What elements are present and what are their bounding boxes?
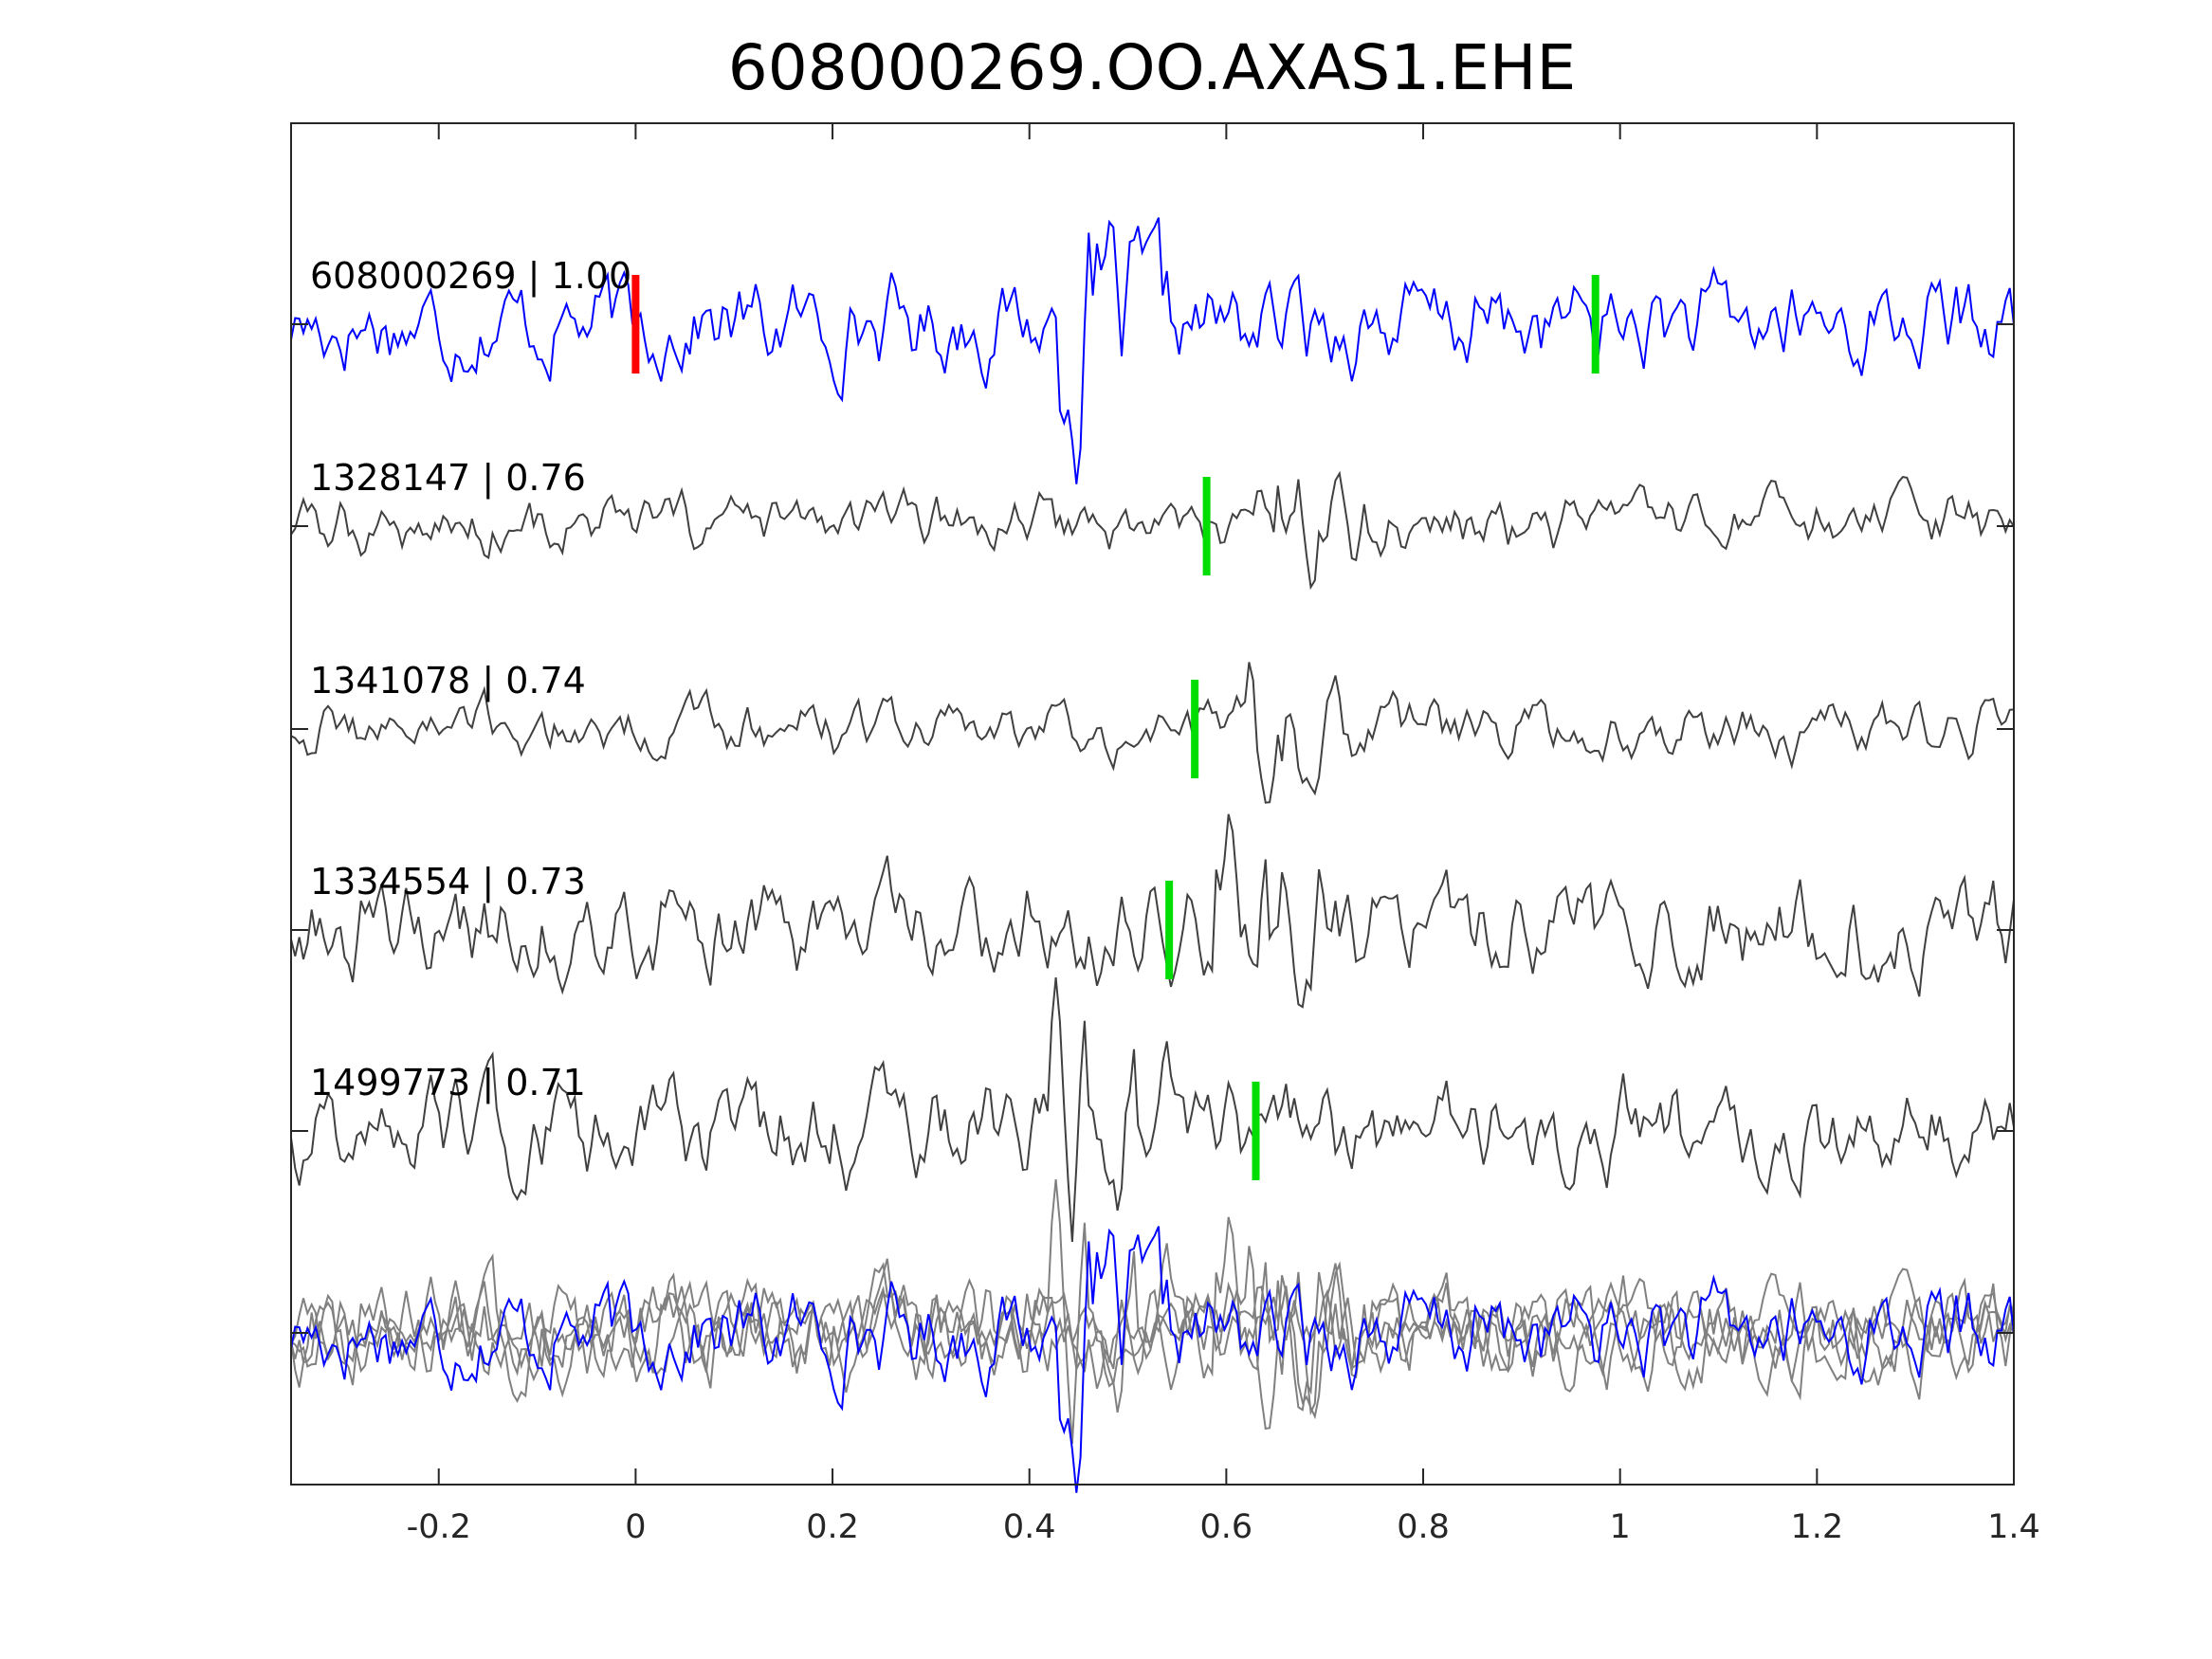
x-tick-label: 0.8	[1397, 1508, 1450, 1546]
pick-marker	[1191, 680, 1199, 778]
x-tick-label: -0.2	[407, 1508, 471, 1546]
trace-labels: 608000269 | 1.00 1328147 | 0.76 1341078 | …	[310, 255, 631, 1104]
trace-1334554	[290, 813, 2015, 1009]
stack-trace-1499773	[290, 1179, 2015, 1444]
stack-trace-608000269	[290, 1226, 2015, 1493]
chart-title: 608000269.OO.AXAS1.EHE	[728, 31, 1577, 104]
x-tick-label: 0	[625, 1508, 646, 1546]
reference-pick-marker	[631, 275, 640, 374]
trace-label: 1334554 | 0.73	[310, 861, 586, 903]
plot-frame	[290, 122, 2015, 1486]
x-tick-label: 1	[1610, 1508, 1631, 1546]
picks-group	[631, 275, 1600, 1180]
pick-marker	[1202, 477, 1211, 575]
x-tick-label: 1.4	[1987, 1508, 2040, 1546]
trace-1341078	[290, 662, 2015, 804]
x-tick-label: 1.2	[1791, 1508, 1844, 1546]
trace-1499773	[290, 977, 2015, 1242]
pick-marker	[1252, 1082, 1260, 1180]
trace-608000269	[290, 217, 2015, 484]
x-tick-label: 0.6	[1200, 1508, 1253, 1546]
trace-label: 1499773 | 0.71	[310, 1062, 586, 1104]
trace-label: 1328147 | 0.76	[310, 457, 586, 500]
trace-label: 1341078 | 0.74	[310, 660, 586, 702]
trace-label: 608000269 | 1.00	[310, 255, 631, 298]
traces-group	[290, 217, 2015, 1493]
pick-marker	[1591, 275, 1600, 374]
x-tick-label: 0.2	[806, 1508, 859, 1546]
stack-trace-1334554	[290, 1216, 2015, 1412]
axis-ticks: -0.2 0 0.2 0.4 0.6 0.8 1 1.2 1.4	[291, 123, 2040, 1546]
x-tick-label: 0.4	[1003, 1508, 1056, 1546]
stack-trace-1328147	[290, 1261, 2015, 1416]
pick-marker	[1165, 881, 1174, 979]
trace-1328147	[290, 470, 2015, 591]
